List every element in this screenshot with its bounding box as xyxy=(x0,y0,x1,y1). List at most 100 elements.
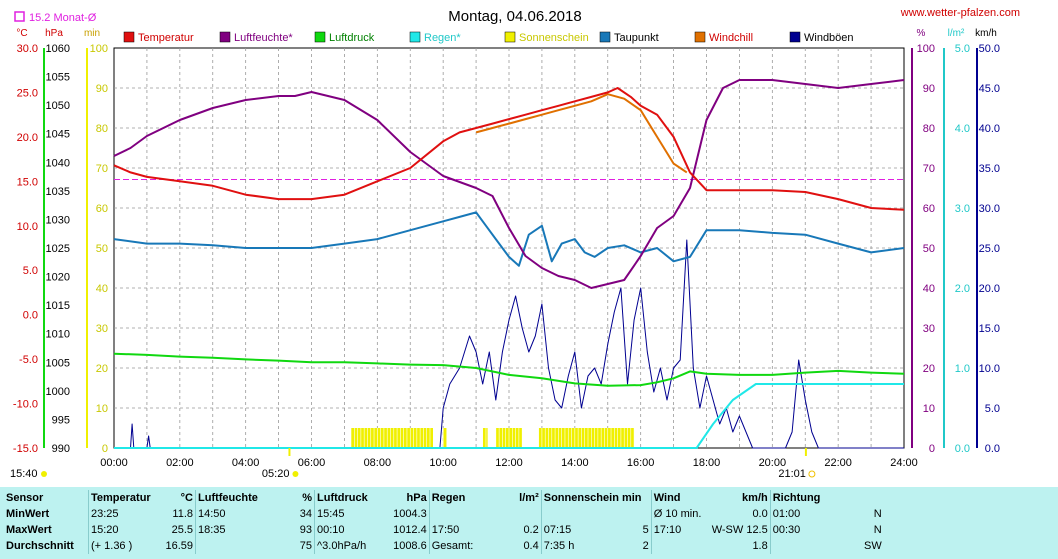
x-tick-label: 20:00 xyxy=(759,457,787,469)
y-tick-label: 0.0 xyxy=(955,443,970,455)
legend-label: Temperatur xyxy=(138,32,194,44)
axis-unit: hPa xyxy=(45,28,63,39)
stats-cell: 7:35 h xyxy=(540,538,626,554)
sunshine-bar xyxy=(351,428,434,448)
stats-cell: 07:15 xyxy=(540,522,626,538)
y-tick-label: 100 xyxy=(90,43,108,55)
y-tick-label: 1020 xyxy=(46,272,70,284)
legend-swatch xyxy=(599,31,611,43)
x-annotation: 15:40 xyxy=(10,468,38,480)
axes-layer: °C 30.0 25.0 20.0 15.0 10.0 5.0 0.0 -5.0 -10.0 -15… xyxy=(10,28,1000,480)
y-tick-label: 5.0 xyxy=(23,265,38,277)
x-tick-label: 22:00 xyxy=(824,457,852,469)
y-tick-label: 1025 xyxy=(46,243,70,255)
stats-cell: Ø 10 min. xyxy=(650,506,706,522)
stats-cell: 25.5 xyxy=(171,524,193,536)
sunshine-bar xyxy=(482,428,488,448)
y-tick-label: 2.0 xyxy=(955,283,970,295)
y-tick-label: 50 xyxy=(96,243,108,255)
y-tick-label: 20 xyxy=(96,363,108,375)
stats-cell: W-SW 12.5 xyxy=(711,524,768,536)
y-tick-label: 15.0 xyxy=(979,323,1000,335)
y-tick-label: 40 xyxy=(923,283,935,295)
y-tick-label: 1005 xyxy=(46,357,70,369)
y-tick-label: -5.0 xyxy=(19,354,38,366)
legend-label: Sonnenschein xyxy=(519,32,589,44)
axis-unit: min xyxy=(84,28,100,39)
series-luftfeuchte xyxy=(113,79,905,289)
stats-cell: N xyxy=(873,508,882,520)
stats-cell xyxy=(769,538,825,554)
series-windböen xyxy=(114,239,904,449)
y-tick-label: 45.0 xyxy=(979,83,1000,95)
axis-unit: °C xyxy=(16,28,27,39)
y-tick-label: 5.0 xyxy=(985,403,1000,415)
y-tick-label: 60 xyxy=(96,203,108,215)
stats-header: l/m² xyxy=(519,492,539,504)
y-tick-label: 80 xyxy=(923,123,935,135)
legend-swatch xyxy=(789,31,801,43)
y-tick-label: 70 xyxy=(96,163,108,175)
axis-unit: l/m² xyxy=(948,28,965,39)
stats-cell: 0.4 xyxy=(523,540,539,552)
stats-cell: 0.0 xyxy=(752,508,768,520)
sunset-icon xyxy=(808,470,816,478)
x-tick-label: 24:00 xyxy=(890,457,918,469)
stats-header: hPa xyxy=(406,492,427,504)
x-tick-label: 18:00 xyxy=(693,457,721,469)
stats-cell: N xyxy=(873,524,882,536)
legend-swatch xyxy=(694,31,706,43)
stats-header: Regen xyxy=(428,490,489,506)
y-tick-label: 20 xyxy=(923,363,935,375)
legend-swatch xyxy=(123,31,135,43)
stats-cell: 00:10 xyxy=(313,522,370,538)
y-tick-label: 3.0 xyxy=(955,203,970,215)
stats-cell: 5 xyxy=(642,524,649,536)
y-tick-label: 50 xyxy=(923,243,935,255)
stats-cell: SW xyxy=(864,540,882,552)
y-tick-label: 40.0 xyxy=(979,123,1000,135)
monthly-avg-checkbox-icon[interactable] xyxy=(14,11,25,22)
stats-cell: (+ 1.36 ) xyxy=(88,538,153,554)
stats-header: % xyxy=(302,492,312,504)
y-tick-label: -10.0 xyxy=(13,399,38,411)
stats-header: Luftfeuchte xyxy=(195,490,275,506)
y-tick-label: 1030 xyxy=(46,214,70,226)
stats-cell: ^3.0hPa/h xyxy=(313,538,370,554)
stats-header: Wind xyxy=(650,490,706,506)
sunshine-bar xyxy=(443,428,447,448)
stats-cell xyxy=(650,538,706,554)
stats-cell: 1004.3 xyxy=(393,508,427,520)
stats-header: km/h xyxy=(742,492,768,504)
x-tick-label: 14:00 xyxy=(561,457,589,469)
row-label: MinWert xyxy=(6,508,50,520)
series-temperatur xyxy=(113,87,905,211)
stats-cell: 01:00 xyxy=(769,506,825,522)
stats-header: Sensor xyxy=(6,492,44,504)
y-tick-label: 20.0 xyxy=(17,132,38,144)
stats-row-min: MinWert 23:25 11.8 14:50 34 15:45 1004.3… xyxy=(4,506,884,522)
y-tick-label: 1.0 xyxy=(955,363,970,375)
y-tick-label: 50.0 xyxy=(979,43,1000,55)
y-tick-label: 1050 xyxy=(46,100,70,112)
y-tick-label: 25.0 xyxy=(979,243,1000,255)
y-tick-label: 1035 xyxy=(46,186,70,198)
y-tick-label: 90 xyxy=(923,83,935,95)
stats-header: Temperatur xyxy=(88,490,153,506)
sunrise-label: 05:20 xyxy=(262,468,290,480)
stats-cell: 14:50 xyxy=(195,506,275,522)
x-tick-label: 02:00 xyxy=(166,457,194,469)
y-tick-label: 30 xyxy=(96,323,108,335)
stats-cell: 1.8 xyxy=(752,540,768,552)
series-windchill xyxy=(475,93,688,174)
y-tick-label: 1000 xyxy=(46,386,70,398)
y-tick-label: 4.0 xyxy=(955,123,970,135)
row-label: Durchschnitt xyxy=(6,540,74,552)
y-tick-label: 1045 xyxy=(46,129,70,141)
website-link[interactable]: www.wetter-pfalzen.com xyxy=(900,7,1020,19)
legend-label: Taupunkt xyxy=(614,32,659,44)
x-tick-label: 10:00 xyxy=(429,457,457,469)
y-tick-label: 10 xyxy=(923,403,935,415)
y-tick-label: 60 xyxy=(923,203,935,215)
